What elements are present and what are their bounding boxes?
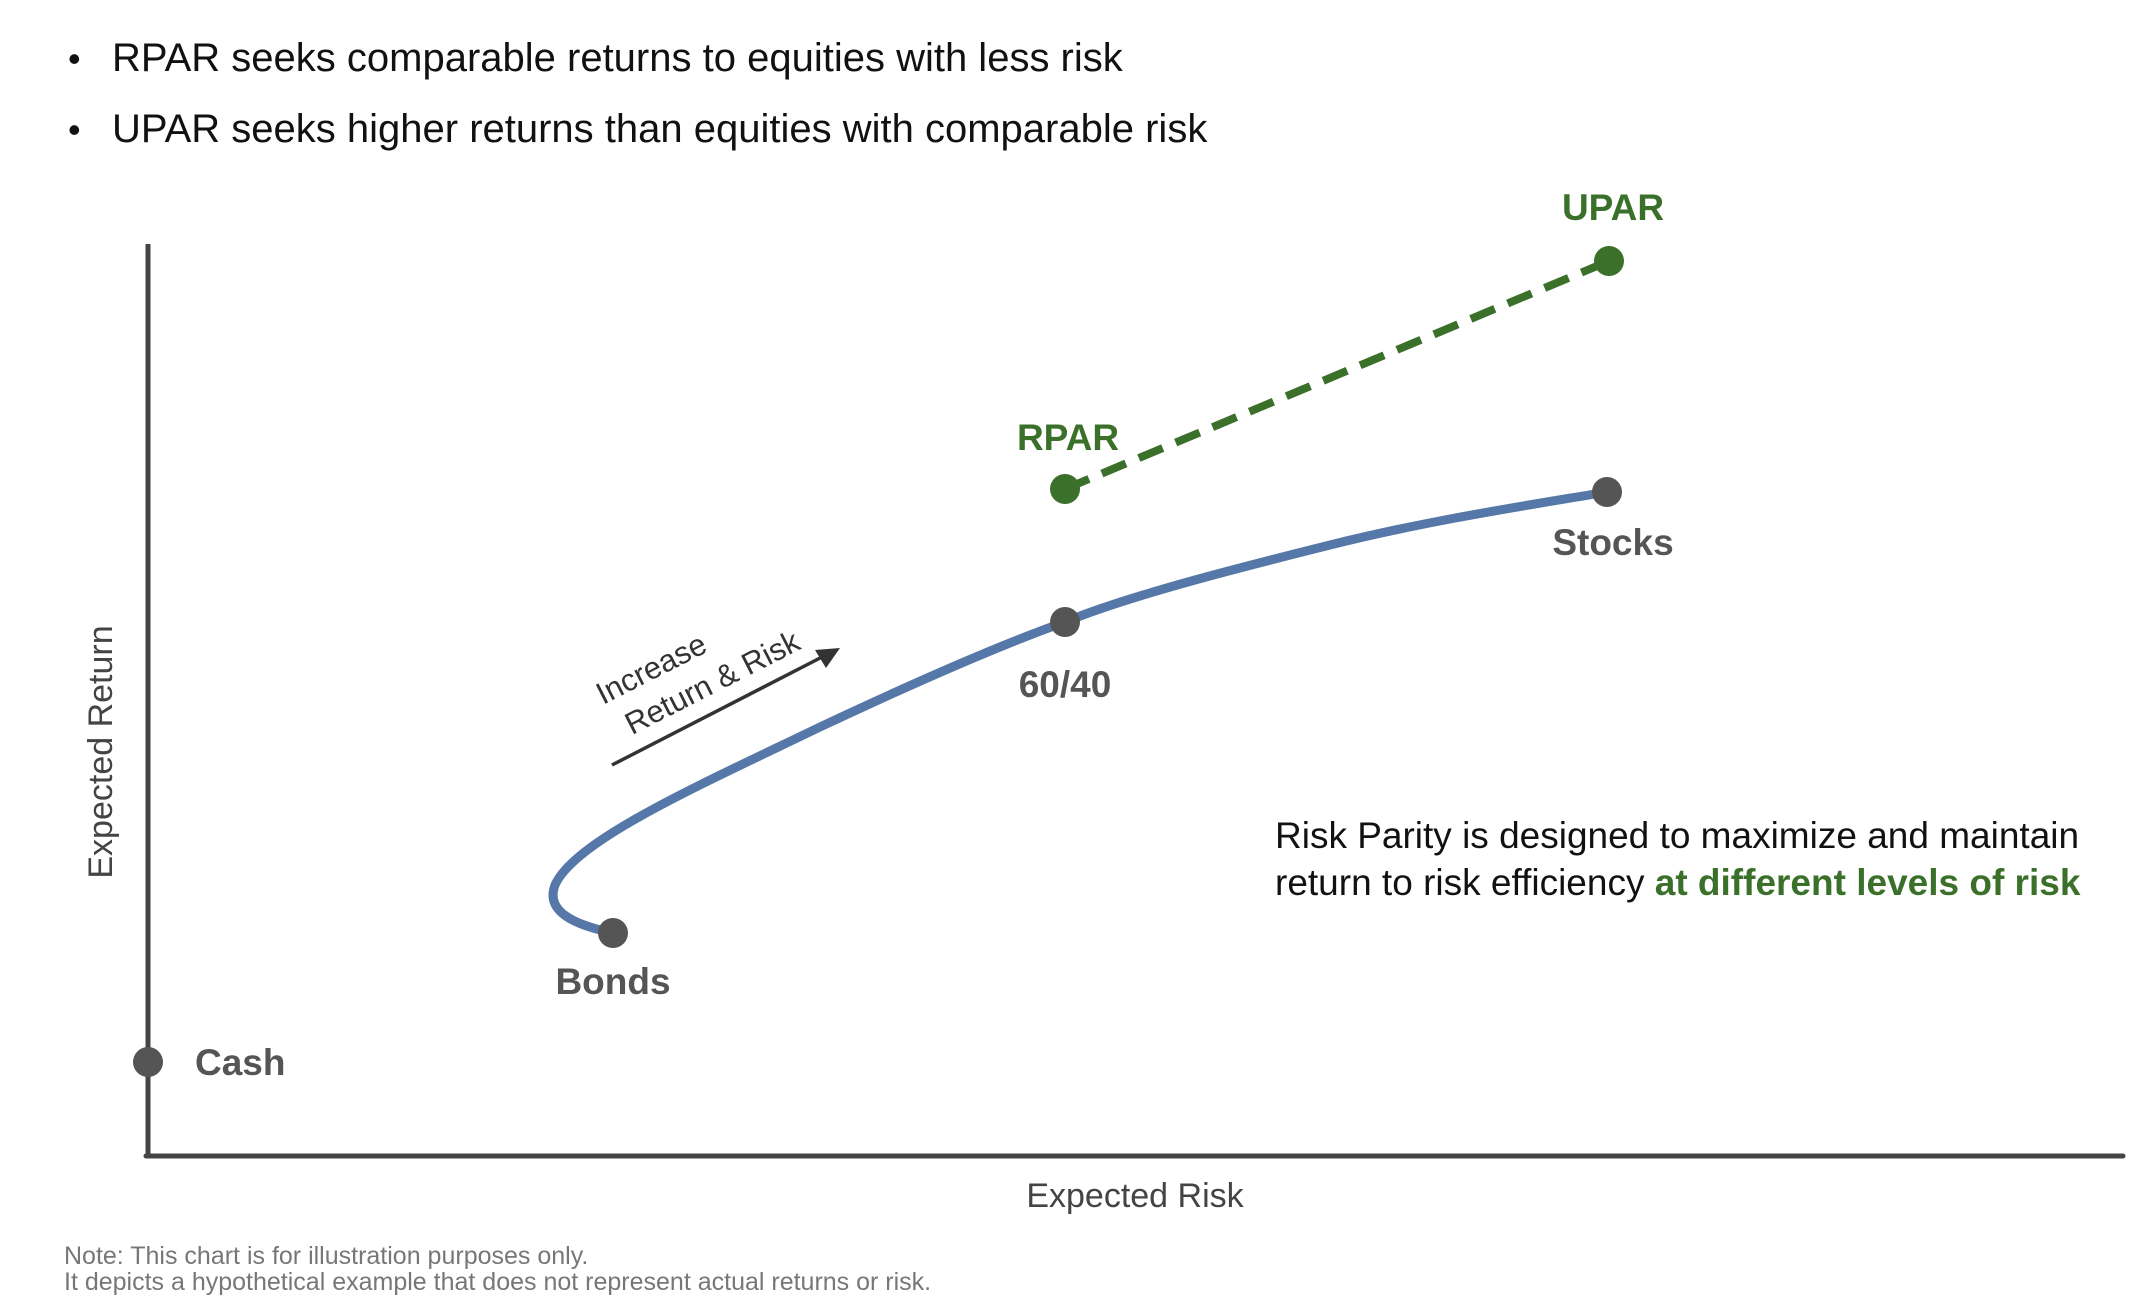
bonds-point xyxy=(598,918,628,948)
bonds-label: Bonds xyxy=(555,961,670,1002)
bullet-icon: • xyxy=(68,109,81,150)
callout-line2: return to risk efficiency at different l… xyxy=(1275,859,2080,906)
bullet-text: RPAR seeks comparable returns to equitie… xyxy=(112,36,1123,80)
x-axis-label: Expected Risk xyxy=(1026,1177,1244,1215)
risk-parity-callout: Risk Parity is designed to maximize and … xyxy=(1275,812,2080,906)
callout-line1: Risk Parity is designed to maximize and … xyxy=(1275,815,2080,856)
footnote-line2: It depicts a hypothetical example that d… xyxy=(64,1268,932,1296)
arrow-annotation: Increase Return & Risk xyxy=(590,623,806,741)
bullet-text: UPAR seeks higher returns than equities … xyxy=(112,107,1208,151)
stocks-point xyxy=(1592,477,1622,507)
stocks-label: Stocks xyxy=(1552,522,1673,563)
rpar-point xyxy=(1050,474,1080,504)
arrow-head-icon xyxy=(815,648,840,668)
rpar-label: RPAR xyxy=(1017,417,1119,458)
sixty-forty-label: 60/40 xyxy=(1019,664,1112,705)
footnote-line1: Note: This chart is for illustration pur… xyxy=(64,1242,589,1270)
upar-point xyxy=(1594,246,1624,276)
y-axis-label: Expected Return xyxy=(82,625,120,878)
efficient-frontier-curve xyxy=(548,487,1612,938)
callout-line2-plain: return to risk efficiency xyxy=(1275,862,1655,903)
sixty-forty-point xyxy=(1050,607,1080,637)
bullet-item: • RPAR seeks comparable returns to equiti… xyxy=(68,36,1123,81)
callout-highlight: at different levels of risk xyxy=(1654,862,2081,903)
bullet-item: • UPAR seeks higher returns than equities… xyxy=(68,107,1207,152)
risk-parity-line xyxy=(1063,257,1611,493)
increase-arrow-line xyxy=(611,654,825,767)
upar-label: UPAR xyxy=(1562,187,1664,228)
cash-label: Cash xyxy=(195,1042,285,1083)
bullet-icon: • xyxy=(68,38,81,79)
cash-point xyxy=(133,1047,163,1077)
